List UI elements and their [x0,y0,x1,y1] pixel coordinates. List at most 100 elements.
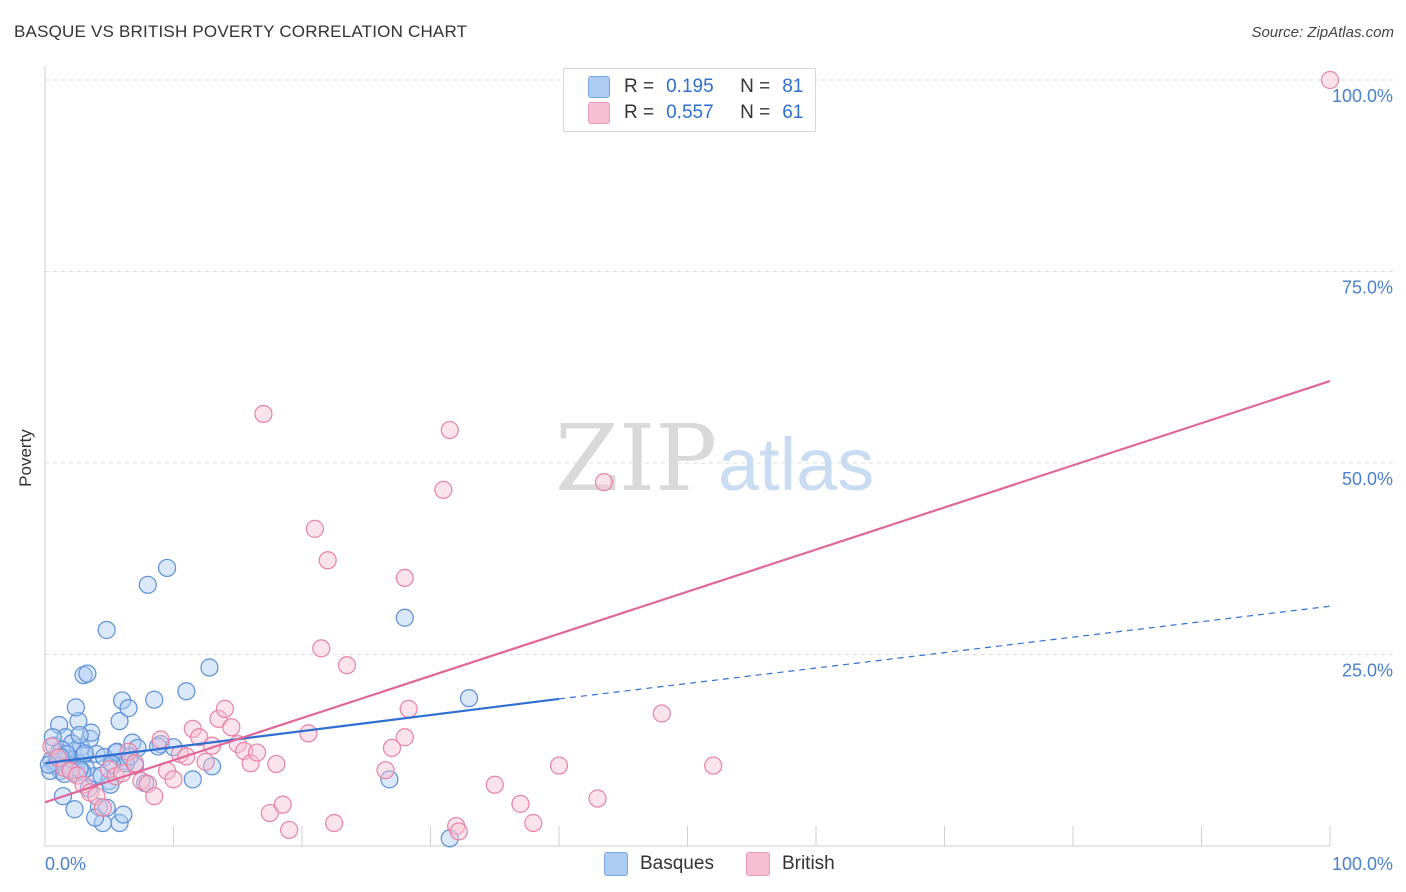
y-tick-label: 100.0% [1332,86,1393,106]
british-trend-line [44,379,1331,804]
british-point [241,754,260,773]
basques-point [123,733,142,752]
british-point [337,656,357,675]
british-point [399,699,418,718]
british-point [524,813,543,833]
british-point [61,761,80,781]
series-legend-basques[interactable]: Basques [604,852,714,876]
source-label: Source: ZipAtlas.com [1251,24,1394,41]
basques-point [459,689,479,708]
british-point [145,787,164,806]
british-point [395,728,414,747]
british-point [209,709,228,728]
british-point [312,639,331,658]
legend-r-value: 0.195 [666,76,714,97]
british-point [196,752,215,771]
watermark-zip: ZIP [555,405,717,512]
british-point [254,404,273,424]
basques-point [97,620,116,640]
british-point [652,704,671,723]
basques-point [39,755,58,774]
legend-n-label: N = [740,76,771,97]
y-tick-label: 75.0% [1342,278,1393,298]
british-point [125,754,145,773]
basques-point [110,712,129,731]
british-point [42,737,61,756]
trend-lines [44,379,1331,804]
basques-point [380,770,399,789]
british-point [511,794,530,813]
basques-trend-extension [558,605,1331,700]
british-point [267,754,286,774]
british-legend-label: British [781,853,835,874]
british-point [215,699,234,718]
legend-n-value: 81 [782,76,804,97]
basques-point [69,712,88,731]
x-tick-label: 0.0% [45,854,86,874]
british-point [588,789,607,808]
british-point [376,761,395,780]
british-point [247,743,267,762]
series-legend-british[interactable]: British [745,852,835,876]
legend-r-label: R = [624,76,655,97]
legend-r-value: 0.557 [666,102,714,123]
british-point [68,766,87,785]
basques-point [145,690,164,709]
legend-row-british: R = 0.557 N = 61 [588,101,803,125]
basques-point [183,770,202,789]
basques-point [114,805,133,824]
x-tick-label: 100.0% [1332,854,1393,874]
legend-n-value: 61 [782,102,804,123]
british-point [704,756,723,775]
british-point [280,820,299,840]
basques-trend-line [44,697,560,765]
british-point [434,480,453,499]
series-legend: Basques British [604,852,867,876]
basques-point [43,728,62,747]
basques-point [97,798,116,817]
basques-point [138,575,157,594]
gridlines [45,79,1393,655]
y-tick-label: 25.0% [1342,661,1393,681]
british-point [395,568,414,588]
british-point [190,728,209,747]
basques-point [82,723,101,742]
watermark-atlas: atlas [718,423,874,506]
watermark: ZIP atlas [555,405,874,512]
legend-swatch-blue [588,76,610,98]
legend-r-label: R = [624,102,655,123]
british-point [273,795,292,814]
legend-swatch-pink [588,102,610,124]
basques-point [65,800,84,819]
british-point [299,724,318,743]
legend-n-label: N = [740,102,771,123]
basques-point [200,658,219,677]
british-point [87,787,106,806]
basques-point [202,757,222,776]
basques-legend-label: Basques [640,853,714,874]
axes [44,66,1331,847]
british-point [325,813,344,833]
british-swatch [745,852,770,876]
basques-point [119,699,138,718]
tick-labels: 25.0% 50.0% 75.0% 100.0% 0.0% 100.0% [45,86,1393,874]
basques-point [70,725,89,745]
british-point [594,473,614,492]
british-point [318,551,337,570]
basques-swatch [604,852,628,876]
legend-row-basques: R = 0.195 N = 81 [588,75,803,99]
correlation-legend: R = 0.195 N = 81 R = 0.557 N = 61 [563,68,816,132]
basques-point [66,698,85,717]
basques-point [177,682,196,701]
british-point [485,775,504,794]
basques-point [157,558,177,578]
chart-title: BASQUE VS BRITISH POVERTY CORRELATION CH… [14,22,468,41]
british-point [1320,70,1340,90]
y-tick-label: 50.0% [1342,469,1393,489]
basques-points [39,558,479,848]
basques-point [78,664,97,683]
british-point [449,822,468,841]
british-point [151,730,170,749]
british-point [382,738,402,758]
